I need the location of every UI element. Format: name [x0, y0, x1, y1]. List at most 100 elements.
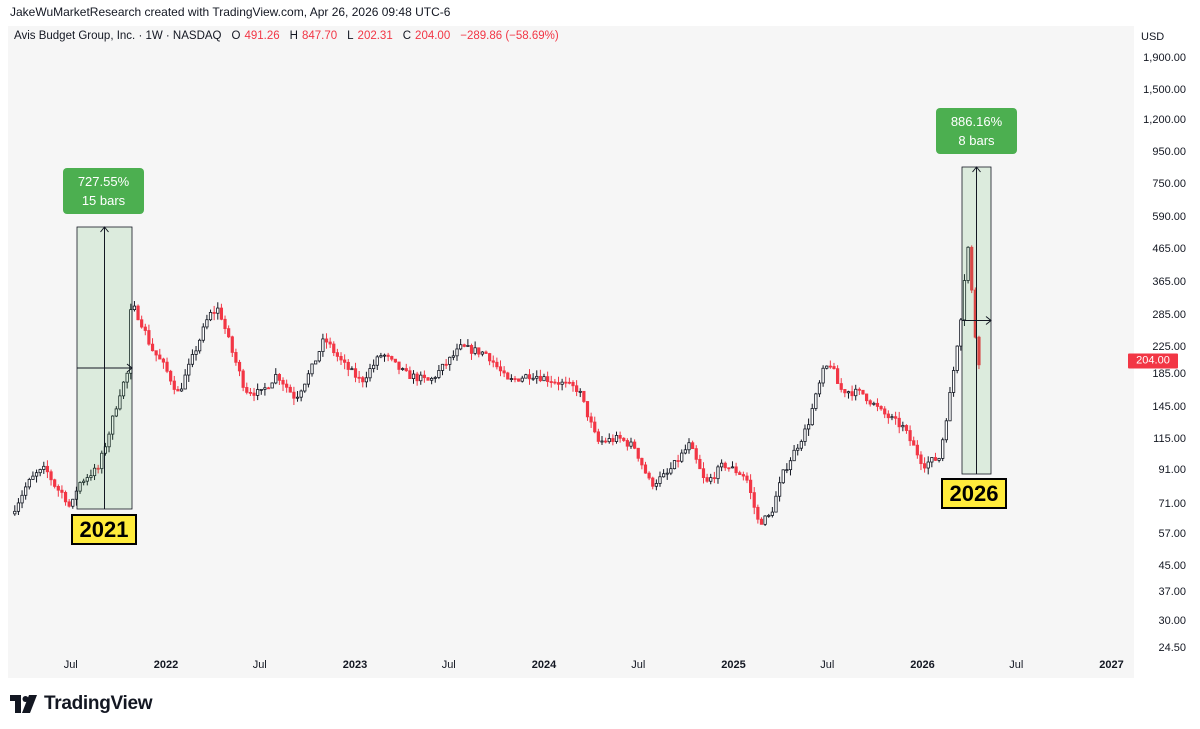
candle-body: [361, 377, 365, 383]
price-tick-label: 1,200.00: [1143, 114, 1186, 127]
candle-body: [498, 366, 503, 372]
candle-body: [495, 361, 499, 368]
candle-body: [803, 428, 807, 442]
candles: [13, 245, 981, 526]
candle-body: [633, 441, 637, 449]
time-tick-label: Jul: [820, 659, 835, 671]
candle-body: [741, 474, 745, 477]
candle-body: [16, 502, 21, 512]
tradingview-logo[interactable]: TradingView: [10, 693, 153, 715]
candle-body: [216, 307, 220, 314]
candle-body: [100, 452, 104, 470]
candle-body: [799, 441, 803, 449]
candle-body: [397, 361, 401, 370]
candle-body: [864, 393, 869, 402]
candle-body: [560, 381, 564, 385]
candle-body: [13, 510, 17, 515]
candle-body: [955, 345, 959, 371]
candle-body: [20, 494, 24, 504]
candle-body: [640, 457, 644, 466]
candle-body: [198, 339, 202, 352]
candle-body: [861, 389, 865, 395]
candle-body: [63, 491, 68, 503]
candle-body: [629, 441, 633, 447]
price-tick-label: 225.00: [1152, 341, 1186, 354]
price-tick-label: 37.00: [1158, 586, 1186, 599]
tradingview-mark-icon: [10, 695, 38, 713]
candle-body: [854, 388, 858, 397]
price-tick-label: 45.00: [1158, 559, 1186, 572]
currency-label[interactable]: USD: [1141, 31, 1165, 43]
candle-body: [607, 438, 611, 443]
candle-body: [78, 482, 82, 492]
candle-body: [364, 377, 368, 383]
candle-body: [662, 473, 666, 478]
candle-body: [781, 469, 785, 484]
candle-body: [480, 351, 484, 355]
candle-body: [915, 444, 919, 456]
candle-body: [401, 368, 405, 370]
candle-body: [234, 352, 238, 363]
candle-body: [404, 368, 408, 372]
candle-body: [680, 452, 684, 462]
candle-body: [817, 382, 822, 395]
candle-body: [415, 373, 419, 382]
candle-body: [357, 376, 361, 379]
candle-body: [538, 375, 542, 382]
candle-body: [201, 326, 205, 341]
candle-body: [459, 344, 463, 350]
candle-body: [676, 460, 680, 462]
candle-body: [774, 495, 778, 513]
candle-body: [738, 472, 742, 475]
candle-body: [966, 246, 970, 281]
measure-bars-left: 15 bars: [81, 193, 126, 208]
candle-body: [248, 391, 253, 394]
candle-body: [745, 475, 749, 481]
price-axis[interactable]: [1134, 26, 1200, 678]
candle-body: [477, 347, 481, 355]
candle-body: [807, 424, 811, 430]
candle-body: [636, 447, 640, 459]
time-tick-label: Jul: [1009, 659, 1024, 671]
candle-body: [140, 319, 144, 328]
candle-body: [187, 363, 191, 376]
candle-body: [897, 417, 901, 428]
candle-body: [701, 468, 706, 478]
candle-body: [506, 372, 510, 380]
candle-body: [933, 457, 938, 461]
measure-label-left: 727.55% 15 bars: [63, 168, 144, 214]
candle-body: [770, 511, 774, 516]
candle-body: [411, 373, 416, 379]
candle-body: [709, 477, 713, 482]
candle-body: [259, 388, 263, 391]
candle-body: [962, 280, 967, 321]
candle-body: [585, 401, 590, 418]
candle-body: [165, 361, 169, 372]
candle-body: [426, 377, 430, 381]
candle-body: [121, 381, 126, 397]
candle-body: [593, 421, 597, 433]
candle-body: [107, 433, 111, 448]
candle-body: [857, 388, 861, 391]
candle-body: [792, 449, 796, 462]
candle-body: [430, 377, 434, 381]
candle-body: [796, 447, 800, 451]
candle-body: [252, 392, 256, 396]
candle-body: [886, 413, 890, 419]
candle-body: [756, 506, 760, 520]
price-tick-label: 1,900.00: [1143, 51, 1186, 64]
candle-body: [904, 425, 909, 431]
candle-body: [444, 363, 448, 366]
candle-body: [455, 348, 459, 357]
candle-body: [785, 469, 789, 472]
candle-body: [89, 475, 93, 478]
candle-body: [643, 464, 648, 474]
candle-body: [154, 350, 158, 356]
measure-tool-2021-arrowhead: [126, 363, 133, 373]
candle-body: [926, 461, 930, 469]
candle-body: [922, 463, 927, 469]
candle-body: [839, 383, 843, 390]
open-label: O: [231, 30, 241, 42]
candle-body: [611, 438, 615, 442]
candle-body: [647, 472, 651, 479]
